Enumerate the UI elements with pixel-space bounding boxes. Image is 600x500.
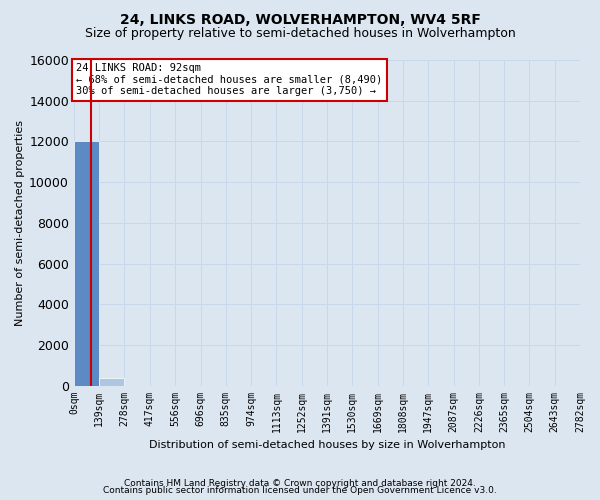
Text: 24 LINKS ROAD: 92sqm
← 68% of semi-detached houses are smaller (8,490)
30% of se: 24 LINKS ROAD: 92sqm ← 68% of semi-detac… xyxy=(76,64,383,96)
Text: Contains HM Land Registry data © Crown copyright and database right 2024.: Contains HM Land Registry data © Crown c… xyxy=(124,478,476,488)
Y-axis label: Number of semi-detached properties: Number of semi-detached properties xyxy=(15,120,25,326)
Bar xyxy=(74,142,99,386)
Text: Contains public sector information licensed under the Open Government Licence v3: Contains public sector information licen… xyxy=(103,486,497,495)
Text: Size of property relative to semi-detached houses in Wolverhampton: Size of property relative to semi-detach… xyxy=(85,28,515,40)
Bar xyxy=(99,378,124,386)
X-axis label: Distribution of semi-detached houses by size in Wolverhampton: Distribution of semi-detached houses by … xyxy=(149,440,505,450)
Text: 24, LINKS ROAD, WOLVERHAMPTON, WV4 5RF: 24, LINKS ROAD, WOLVERHAMPTON, WV4 5RF xyxy=(119,12,481,26)
